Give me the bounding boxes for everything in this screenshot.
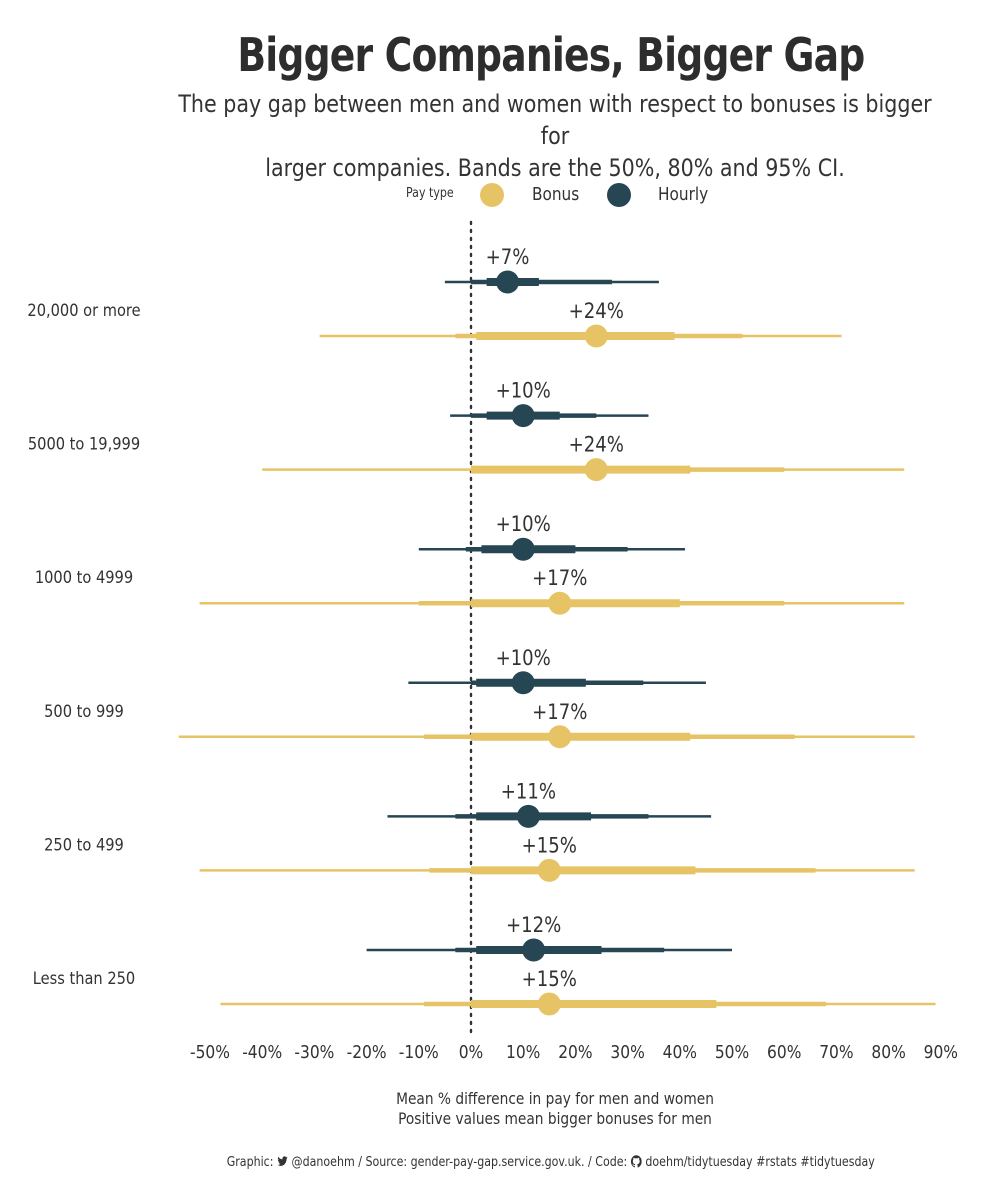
x-tick-label: 90%: [924, 1041, 958, 1062]
x-tick-label: 0%: [459, 1041, 484, 1062]
x-tick-label: -40%: [242, 1041, 282, 1062]
x-axis-title-line-1: Mean % difference in pay for men and wom…: [396, 1089, 714, 1108]
x-tick-label: 70%: [819, 1041, 853, 1062]
chart-title: Bigger Companies, Bigger Gap: [237, 28, 865, 82]
mean-point: [511, 537, 535, 561]
data-label: +24%: [569, 432, 624, 457]
data-label: +15%: [522, 967, 577, 992]
mean-point: [584, 324, 608, 348]
x-tick-label: -10%: [399, 1041, 439, 1062]
data-label: +11%: [501, 779, 556, 804]
mean-point: [511, 671, 535, 695]
x-tick-label: -30%: [294, 1041, 334, 1062]
mean-point: [537, 858, 561, 882]
category-label: 500 to 999: [44, 701, 124, 721]
legend-bonus-label: Bonus: [532, 184, 580, 205]
mean-point: [511, 404, 535, 428]
mean-point: [496, 270, 520, 294]
category-label: 5000 to 19,999: [28, 434, 140, 454]
mean-point: [548, 591, 572, 615]
x-tick-label: 40%: [663, 1041, 697, 1062]
legend-title: Pay type: [406, 186, 454, 201]
mean-point: [537, 992, 561, 1016]
caption-prefix: Graphic:: [226, 1155, 274, 1170]
subtitle-line-1: The pay gap between men and women with r…: [178, 90, 932, 150]
x-tick-label: 60%: [767, 1041, 801, 1062]
mean-point: [584, 458, 608, 482]
data-label: +12%: [506, 913, 561, 938]
x-axis-title-line-2: Positive values mean bigger bonuses for …: [398, 1109, 712, 1128]
legend: Pay type Bonus Hourly: [0, 178, 1000, 212]
category-label: 250 to 499: [44, 834, 124, 854]
chart-subtitle: The pay gap between men and women with r…: [172, 88, 937, 184]
data-label: +15%: [522, 833, 577, 858]
data-label: +10%: [496, 378, 551, 403]
legend-hourly-dot: [607, 183, 631, 207]
caption: Graphic: @danoehm / Source: gender-pay-g…: [83, 1155, 1000, 1170]
legend-bonus-dot: [480, 183, 504, 207]
x-tick-label: 10%: [506, 1041, 540, 1062]
data-label: +24%: [569, 299, 624, 324]
data-label: +10%: [496, 512, 551, 537]
twitter-bird-icon: [277, 1156, 288, 1166]
subtitle-line-2: larger companies. Bands are the 50%, 80%…: [265, 154, 845, 182]
caption-code[interactable]: doehm/tidytuesday #rstats #tidytuesday: [645, 1155, 875, 1170]
x-tick-label: 30%: [610, 1041, 644, 1062]
caption-source: / Source: gender-pay-gap.service.gov.uk.…: [358, 1155, 628, 1170]
category-label: 1000 to 4999: [35, 567, 133, 587]
x-tick-label: 20%: [558, 1041, 592, 1062]
legend-hourly-label: Hourly: [658, 184, 709, 205]
data-label: +10%: [496, 645, 551, 670]
mean-point: [516, 804, 540, 828]
x-tick-label: -50%: [190, 1041, 230, 1062]
mean-point: [548, 725, 572, 749]
x-tick-label: 50%: [715, 1041, 749, 1062]
mean-point: [522, 938, 546, 962]
data-label: +17%: [532, 699, 587, 724]
category-label: Less than 250: [33, 968, 135, 988]
github-icon: [631, 1155, 642, 1168]
category-label: 20,000 or more: [27, 300, 140, 320]
x-tick-label: -20%: [347, 1041, 387, 1062]
data-label: +7%: [486, 245, 530, 270]
caption-twitter[interactable]: @danoehm: [291, 1155, 355, 1170]
data-label: +17%: [532, 566, 587, 591]
x-tick-label: 80%: [871, 1041, 905, 1062]
